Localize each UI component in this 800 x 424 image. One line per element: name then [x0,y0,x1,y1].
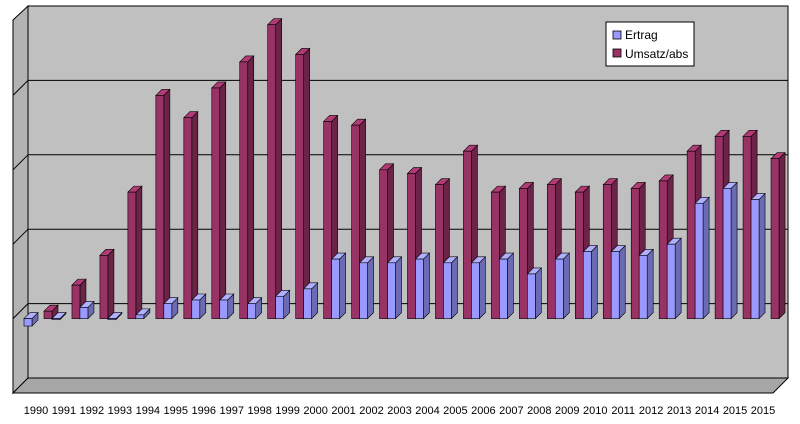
bar-ertrag-2010 [582,244,598,320]
x-tick-label: 2014 [695,405,719,417]
legend-label-ertrag: Ertrag [625,28,658,42]
bar-ertrag-1997 [219,293,235,320]
x-tick-label: 2015 [751,405,775,417]
legend: Ertrag Umsatz/abs [605,21,695,67]
x-tick-label: 2010 [583,405,607,417]
x-tick-label: 1996 [192,405,216,417]
x-tick-label: 2015 [723,405,747,417]
x-tick-label: 1998 [247,405,271,417]
x-tick-label: 1997 [219,405,243,417]
x-tick-label: 1995 [164,405,188,417]
bar-ertrag-2014 [694,196,710,320]
bar-ertrag-1999 [274,289,291,320]
x-tick-label: 1999 [275,405,299,417]
bar-umsatz-1994 [155,88,171,320]
bar-ertrag-1990 [23,311,39,327]
bar-umsatz-1990 [43,304,59,320]
x-tick-label: 2005 [443,405,467,417]
legend-swatch-umsatz [612,48,622,58]
x-tick-label: 2012 [639,405,663,417]
bar-ertrag-2007 [498,252,515,320]
bar-ertrag-2005 [442,256,459,320]
gridline-side [12,228,29,245]
bar-umsatz-1999 [294,47,311,320]
bar-ertrag-2000 [302,282,319,320]
legend-label-umsatz: Umsatz/abs [625,47,688,61]
x-tick-labels: 1990 1991 1992 1993 1994 1995 1996 1997 1998 1999… [24,405,776,417]
bar-ertrag-2009 [554,252,571,320]
legend-swatch-ertrag [612,30,622,40]
bar-umsatz-1998 [266,17,283,320]
bar-ertrag-1998 [246,296,263,320]
chart-side-wall [12,4,29,395]
gridline-side [12,154,29,171]
bar-ertrag-1996 [191,293,207,320]
x-tick-label: 2011 [611,405,635,417]
bar-umsatz-1993 [127,185,143,320]
gridline-side [12,303,29,319]
bar-ertrag-2006 [470,256,487,320]
bar-ertrag-2001 [330,252,347,320]
bar-ertrag-1991 [51,311,67,321]
bar-ertrag-1992 [79,300,95,320]
x-tick-label: 1991 [52,405,76,417]
x-tick-label: 1993 [108,405,132,417]
bar-ertrag-2004 [414,252,431,320]
x-tick-label: 1992 [80,405,104,417]
bar-ertrag-2015 [722,181,738,320]
bar-ertrag-1995 [163,296,179,320]
x-tick-label: 2000 [303,405,327,417]
bar-ertrag-2008 [526,267,543,320]
x-tick-label: 2013 [667,405,691,417]
x-tick-label: 2008 [527,405,551,417]
bar-umsatz-1996 [211,81,227,320]
x-tick-label: 2003 [387,405,411,417]
bar-ertrag-1993 [107,311,123,321]
bar-umsatz-1992 [99,248,115,320]
chart-floor [11,377,790,394]
x-tick-label: 2002 [359,405,383,417]
bar-ertrag-2003 [386,256,403,320]
bar-ertrag-2013 [666,237,682,320]
bar-ertrag-1994 [135,308,151,320]
bar-ertrag-2002 [358,256,375,320]
x-tick-label: 2006 [471,405,495,417]
x-tick-label: 2009 [555,405,579,417]
x-tick-label: 1994 [136,405,160,417]
bar-ertrag-2011 [610,244,626,320]
bar-ertrag-2015 [750,192,766,320]
bar-umsatz-2015 [770,151,786,320]
x-tick-label: 2001 [331,405,355,417]
bar-umsatz-1995 [183,110,199,320]
gridline-side [12,80,29,96]
bar-ertrag-2012 [638,248,654,320]
bar-umsatz-1997 [239,55,255,320]
x-tick-label: 2007 [499,405,523,417]
x-tick-label: 1990 [24,405,48,417]
bars [23,17,786,327]
legend-box [605,21,695,67]
x-tick-label: 2004 [415,405,439,417]
